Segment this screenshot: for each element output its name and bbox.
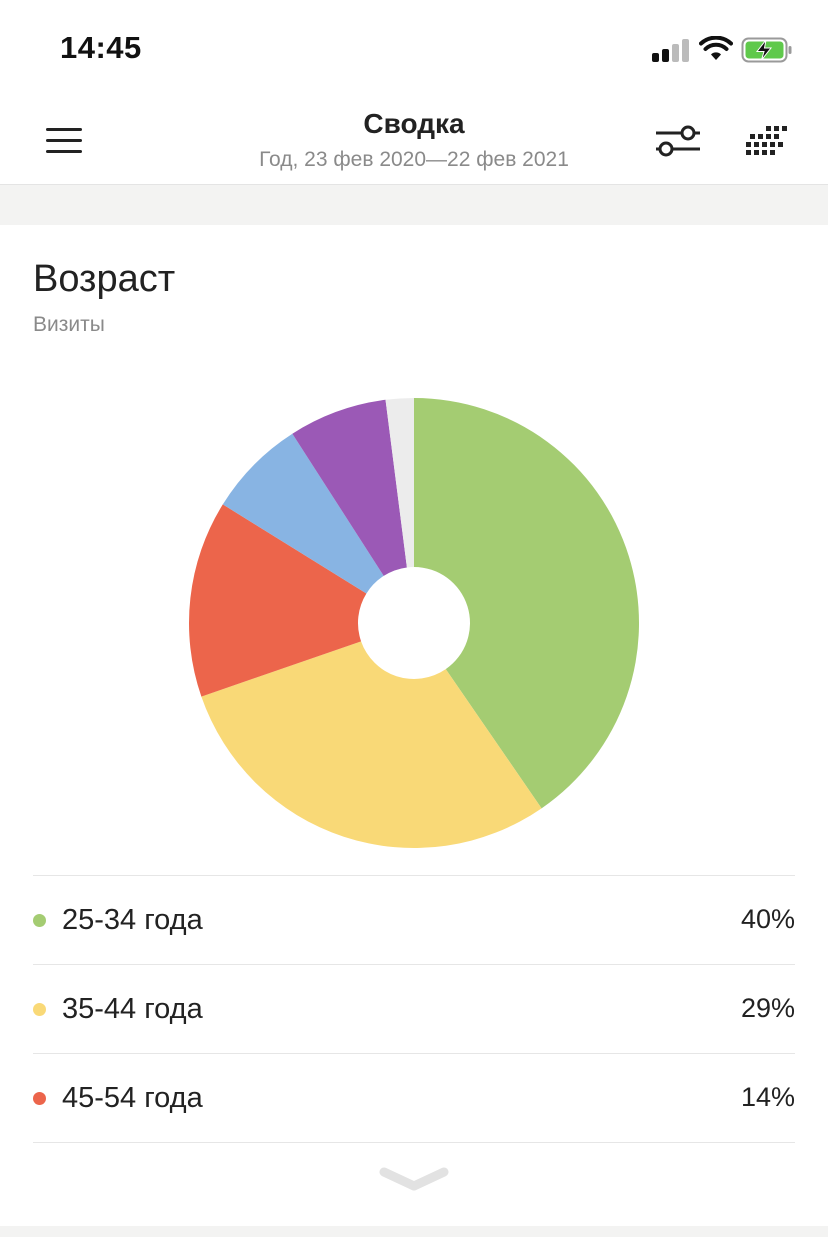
card-subtitle: Визиты <box>33 313 105 336</box>
legend-dot <box>33 914 46 927</box>
dots-grid-icon <box>746 126 787 155</box>
legend-label: 35-44 года <box>62 993 203 1025</box>
section-divider <box>0 185 828 225</box>
bottom-divider <box>0 1226 828 1237</box>
status-bar: 14:45 <box>0 0 828 96</box>
legend-value: 29% <box>740 993 795 1023</box>
grid-menu-button[interactable] <box>736 118 792 164</box>
legend-value: 14% <box>740 1082 795 1112</box>
battery-charging-icon <box>741 37 792 63</box>
legend-dot <box>33 1092 46 1105</box>
date-range-subtitle[interactable]: Год, 23 фев 2020—22 фев 2021 <box>259 148 569 171</box>
pie-slice-2[interactable] <box>189 504 367 697</box>
wifi-icon <box>699 36 733 60</box>
filter-sliders-icon <box>656 125 700 157</box>
status-time: 14:45 <box>60 30 142 65</box>
age-pie-chart[interactable] <box>0 360 828 870</box>
legend-label: 25-34 года <box>62 904 203 936</box>
page-title: Сводка <box>363 108 465 139</box>
chevron-down-icon <box>379 1167 449 1191</box>
cellular-signal-icon <box>652 38 692 62</box>
legend: 25-34 года 40% 35-44 года 29% 45-54 года… <box>33 875 795 1143</box>
filter-button[interactable] <box>648 118 708 164</box>
pie-slice-4[interactable] <box>292 399 407 576</box>
legend-dot <box>33 1003 46 1016</box>
legend-row[interactable]: 45-54 года 14% <box>33 1053 795 1143</box>
legend-row[interactable]: 25-34 года 40% <box>33 875 795 964</box>
legend-value: 40% <box>740 904 795 934</box>
pie-slice-3[interactable] <box>222 433 384 594</box>
card-title: Возраст <box>33 258 176 300</box>
legend-row[interactable]: 35-44 года 29% <box>33 964 795 1053</box>
pie-slice-5[interactable] <box>385 398 414 568</box>
app-header: Сводка Год, 23 фев 2020—22 фев 2021 <box>0 96 828 185</box>
menu-button[interactable] <box>36 116 92 164</box>
pie-slice-1[interactable] <box>201 641 542 849</box>
expand-legend-button[interactable] <box>374 1160 454 1204</box>
pie-slice-0[interactable] <box>414 398 639 809</box>
legend-label: 45-54 года <box>62 1082 203 1114</box>
